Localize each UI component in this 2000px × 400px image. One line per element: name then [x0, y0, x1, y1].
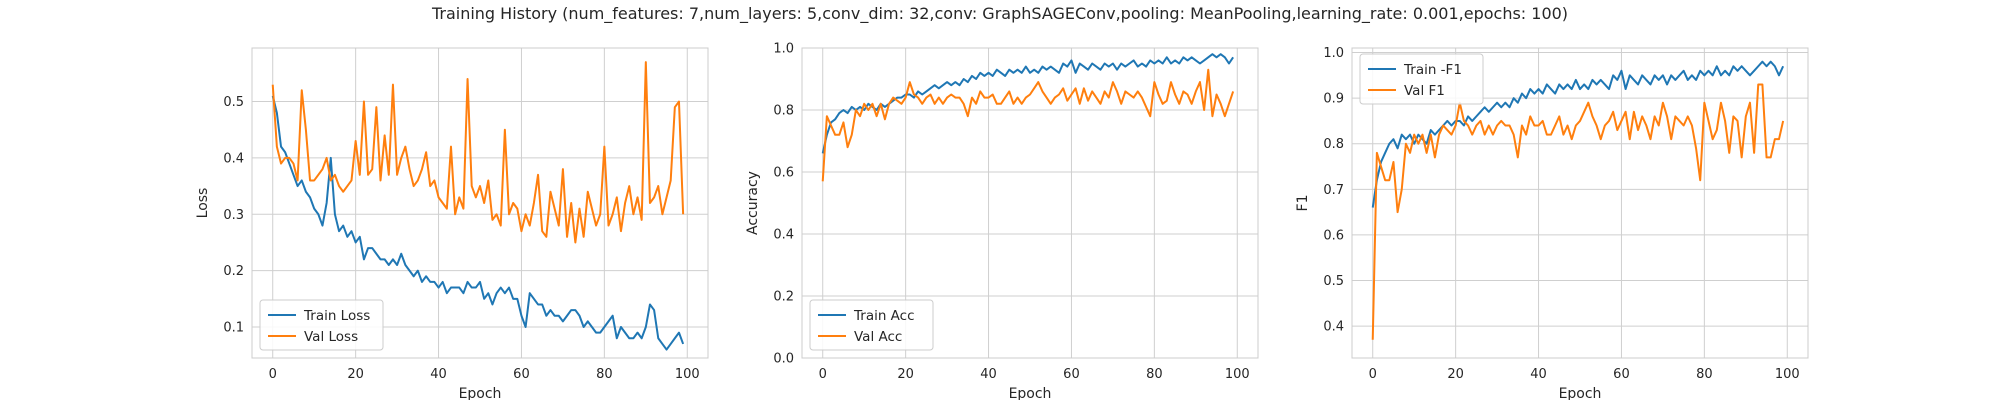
y-tick-label: 0.2 — [223, 264, 244, 279]
x-tick-label: 0 — [269, 367, 277, 382]
x-tick-label: 100 — [1225, 367, 1250, 382]
series-line-2 — [1371, 83, 1785, 340]
y-tick-label: 0.5 — [223, 95, 244, 110]
y-tick-label: 0.4 — [1323, 320, 1344, 335]
x-tick-label: 60 — [1063, 367, 1080, 382]
x-tick-label: 20 — [897, 367, 914, 382]
x-axis-label: Epoch — [1009, 386, 1052, 400]
y-tick-label: 0.8 — [1323, 137, 1344, 152]
legend-label: Val Loss — [304, 329, 358, 345]
series-line-1 — [821, 53, 1234, 154]
x-tick-label: 80 — [596, 367, 613, 382]
series-line-2 — [821, 68, 1235, 182]
legend-box — [1359, 53, 1484, 105]
y-tick-label: 1.0 — [1323, 46, 1344, 61]
legend: Train Acc Val Acc — [809, 299, 934, 351]
x-tick-label: 100 — [1775, 367, 1800, 382]
plot-frame — [801, 47, 1259, 359]
x-tick-label: 40 — [1530, 367, 1547, 382]
chart-3: 0 20 40 60 80 100 0.4 0.5 0.6 0.7 0.8 0.9 1.0 Epoch F1… — [1295, 46, 1809, 400]
y-tick-label: 1.0 — [773, 42, 794, 57]
x-tick-label: 60 — [513, 367, 530, 382]
legend: Train Loss Val Loss — [259, 299, 384, 351]
x-axis-label: Epoch — [1559, 386, 1602, 400]
chart-1: 0 20 40 60 80 100 0.1 0.2 0.3 0.4 0.5 Epoch Loss Trai… — [195, 47, 709, 400]
legend-label: Train -F1 — [1403, 62, 1462, 78]
x-tick-label: 100 — [675, 367, 700, 382]
x-tick-label: 20 — [347, 367, 364, 382]
x-tick-label: 20 — [1447, 367, 1464, 382]
y-tick-label: 0.0 — [773, 352, 794, 367]
legend-label: Train Acc — [853, 308, 915, 324]
x-tick-label: 40 — [430, 367, 447, 382]
y-tick-label: 0.7 — [1323, 183, 1344, 198]
x-tick-label: 0 — [1369, 367, 1377, 382]
x-tick-label: 40 — [980, 367, 997, 382]
y-tick-label: 0.2 — [773, 290, 794, 305]
y-tick-label: 0.1 — [223, 321, 244, 336]
x-axis-label: Epoch — [459, 386, 502, 400]
legend-label: Val F1 — [1404, 83, 1445, 99]
legend-label: Train Loss — [303, 308, 370, 324]
x-tick-label: 80 — [1146, 367, 1163, 382]
legend-label: Val Acc — [854, 329, 902, 345]
y-tick-label: 0.6 — [773, 166, 794, 181]
y-axis-label: F1 — [1295, 195, 1311, 212]
series-line-2 — [271, 61, 685, 244]
y-tick-label: 0.4 — [223, 151, 244, 166]
y-tick-label: 0.9 — [1323, 92, 1344, 107]
y-axis-label: Accuracy — [745, 171, 761, 235]
y-tick-label: 0.3 — [223, 208, 244, 223]
y-tick-label: 0.6 — [1323, 228, 1344, 243]
y-tick-label: 0.5 — [1323, 274, 1344, 289]
figure-title: Training History (num_features: 7,num_la… — [431, 4, 1569, 23]
plot-frame — [251, 47, 709, 359]
legend: Train -F1 Val F1 — [1359, 53, 1484, 105]
legend-box — [809, 299, 934, 351]
x-tick-label: 0 — [819, 367, 827, 382]
y-tick-label: 0.4 — [773, 228, 794, 243]
x-tick-label: 80 — [1696, 367, 1713, 382]
x-tick-label: 60 — [1613, 367, 1630, 382]
legend-box — [259, 299, 384, 351]
plot-frame — [1351, 47, 1809, 359]
chart-2: 0 20 40 60 80 100 0.0 0.2 0.4 0.6 0.8 1.0 Epoch Accur… — [745, 42, 1259, 400]
y-axis-label: Loss — [195, 188, 211, 219]
y-tick-label: 0.8 — [773, 104, 794, 119]
series-line-1 — [271, 95, 685, 351]
